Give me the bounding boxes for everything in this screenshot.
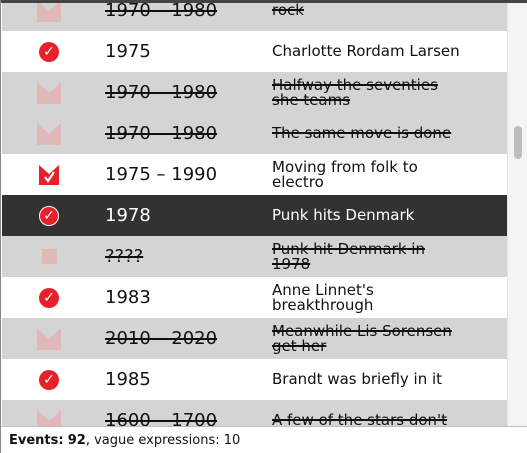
event-date: 1978 <box>105 205 151 226</box>
event-row[interactable]: 1600 – 1700 A few of the stars don't <box>2 400 507 426</box>
event-list-content: 1970 – 1980 rock ✓ 1975 Charlotte Rordam Lar… <box>2 3 507 426</box>
event-icon-cell <box>32 113 66 154</box>
event-description: Punk hits Denmark <box>272 195 504 236</box>
event-date: ???? <box>105 246 144 267</box>
event-date: 1970 – 1980 <box>105 82 218 103</box>
event-icon-cell: ✓ <box>32 195 66 236</box>
range-faded-icon <box>37 122 61 145</box>
event-description-line: Anne Linnet's <box>272 280 374 299</box>
check-icon: ✓ <box>39 369 59 390</box>
event-list[interactable]: 1970 – 1980 rock ✓ 1975 Charlotte Rordam Lar… <box>2 3 507 426</box>
status-bar: Events: 92, vague expressions: 10 <box>1 426 527 453</box>
event-description: A few of the stars don't <box>272 400 504 427</box>
event-row[interactable]: ✓ 1983 Anne Linnet's breakthrough <box>2 277 507 318</box>
event-icon-cell: ✓ <box>32 277 66 318</box>
event-description-line: Punk hit Denmark in <box>272 239 425 258</box>
range-faded-icon <box>37 327 61 350</box>
event-description: Meanwhile Lis Sorensen get her <box>272 318 504 359</box>
event-description-line: Moving from folk to <box>272 157 418 176</box>
event-description: Moving from folk to electro <box>272 154 504 195</box>
scrollbar-thumb[interactable] <box>514 126 522 159</box>
event-icon-cell <box>32 400 66 426</box>
range-faded-icon <box>37 409 61 426</box>
events-count: 92 <box>67 432 86 448</box>
event-description: Halfway the seventies she teams <box>272 72 504 113</box>
event-description: Charlotte Rordam Larsen <box>272 31 504 72</box>
check-icon: ✓ <box>39 287 59 308</box>
event-date: 1985 <box>105 369 151 390</box>
event-description-line: The same move is done <box>272 124 452 142</box>
range-faded-icon <box>37 81 61 104</box>
event-description-line: Meanwhile Lis Sorensen <box>272 321 452 340</box>
event-description-line: A few of the stars don't <box>272 411 448 427</box>
event-row[interactable]: 1975 – 1990 Moving from folk to electro <box>2 154 507 195</box>
event-description-line: electro <box>272 172 324 191</box>
event-row[interactable]: 2010 – 2020 Meanwhile Lis Sorensen get her <box>2 318 507 359</box>
window-top-edge <box>1 0 527 3</box>
event-date: 1975 <box>105 41 151 62</box>
event-description-line: Charlotte Rordam Larsen <box>272 42 460 60</box>
event-icon-cell <box>32 154 66 195</box>
event-description-line: get her <box>272 336 327 355</box>
events-label: Events: <box>9 432 64 448</box>
event-date: 2010 – 2020 <box>105 328 218 349</box>
event-icon-cell <box>32 236 66 277</box>
event-row[interactable]: ???? Punk hit Denmark in 1978 <box>2 236 507 277</box>
event-description-line: Brandt was briefly in it <box>272 370 443 388</box>
event-description-line: Punk hits Denmark <box>272 206 415 224</box>
check-icon: ✓ <box>39 41 59 62</box>
event-description: rock <box>272 3 504 31</box>
event-description-line: 1978 <box>272 254 311 273</box>
event-row[interactable]: ✓ 1985 Brandt was briefly in it <box>2 359 507 400</box>
vertical-scrollbar[interactable] <box>507 3 527 426</box>
event-row[interactable]: 1970 – 1980 Halfway the seventies she team… <box>2 72 507 113</box>
event-icon-cell: ✓ <box>32 31 66 72</box>
event-icon-cell <box>32 3 66 31</box>
event-description-line: rock <box>272 3 304 19</box>
event-date: 1970 – 1980 <box>105 123 218 144</box>
vague-expressions-text: , vague expressions: 10 <box>85 432 241 448</box>
check-icon: ✓ <box>39 205 59 226</box>
event-description: Punk hit Denmark in 1978 <box>272 236 504 277</box>
event-date: 1970 – 1980 <box>105 3 218 21</box>
range-check-icon <box>39 164 59 185</box>
event-description: Brandt was briefly in it <box>272 359 504 400</box>
square-faded-icon <box>41 249 57 264</box>
event-date: 1975 – 1990 <box>105 164 218 185</box>
event-row-selected[interactable]: ✓ 1978 Punk hits Denmark <box>2 195 507 236</box>
event-description-line: breakthrough <box>272 295 374 314</box>
event-date: 1983 <box>105 287 151 308</box>
event-description-line: Halfway the seventies <box>272 75 438 94</box>
range-faded-icon <box>37 3 61 22</box>
event-description: The same move is done <box>272 113 504 154</box>
event-icon-cell <box>32 318 66 359</box>
event-description: Anne Linnet's breakthrough <box>272 277 504 318</box>
event-icon-cell: ✓ <box>32 359 66 400</box>
event-row[interactable]: ✓ 1975 Charlotte Rordam Larsen <box>2 31 507 72</box>
event-row[interactable]: 1970 – 1980 rock <box>2 3 507 31</box>
event-date: 1600 – 1700 <box>105 410 218 426</box>
event-icon-cell <box>32 72 66 113</box>
event-row[interactable]: 1970 – 1980 The same move is done <box>2 113 507 154</box>
event-description-line: she teams <box>272 90 351 109</box>
